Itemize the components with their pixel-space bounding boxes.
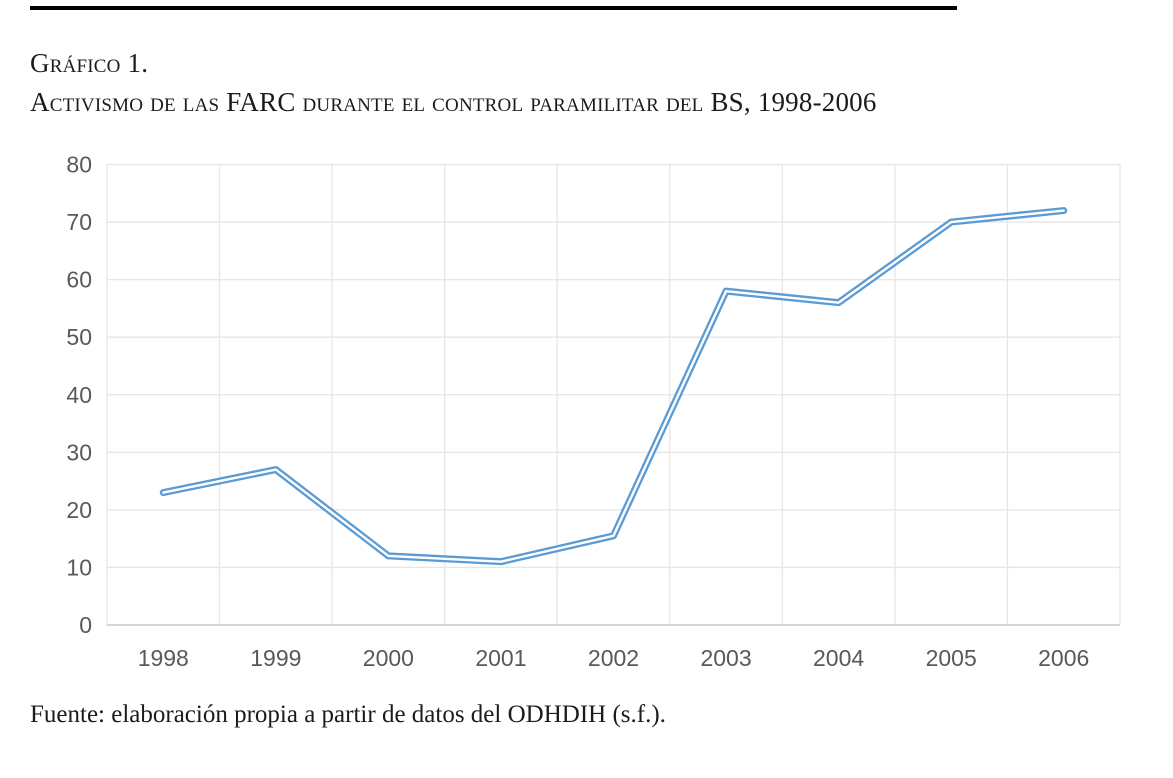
y-tick-label: 0 <box>79 612 92 638</box>
x-tick-label: 2001 <box>475 645 526 671</box>
x-tick-label: 2004 <box>813 645 864 671</box>
chart-title-line1: Gráfico 1. <box>30 48 149 78</box>
y-tick-label: 70 <box>66 209 92 235</box>
x-tick-label: 2002 <box>588 645 639 671</box>
x-tick-label: 1998 <box>138 645 189 671</box>
y-tick-label: 10 <box>66 554 92 580</box>
source-note: Fuente: elaboración propia a partir de d… <box>30 701 666 728</box>
top-rule <box>30 6 957 10</box>
y-tick-label: 30 <box>66 439 92 465</box>
data-line-core <box>162 209 1065 563</box>
y-tick-label: 50 <box>66 324 92 350</box>
chart-title: Gráfico 1. Activismo de las FARC durante… <box>30 44 1130 122</box>
y-tick-label: 40 <box>66 382 92 408</box>
x-tick-label: 2006 <box>1038 645 1089 671</box>
y-tick-label: 80 <box>66 152 92 178</box>
x-tick-label: 2000 <box>363 645 414 671</box>
chart-title-line2: Activismo de las FARC durante el control… <box>30 87 877 117</box>
y-tick-label: 20 <box>66 497 92 523</box>
x-tick-label: 1999 <box>250 645 301 671</box>
data-line <box>159 207 1068 566</box>
x-tick-label: 2003 <box>700 645 751 671</box>
y-tick-label: 60 <box>66 267 92 293</box>
x-tick-label: 2005 <box>926 645 977 671</box>
